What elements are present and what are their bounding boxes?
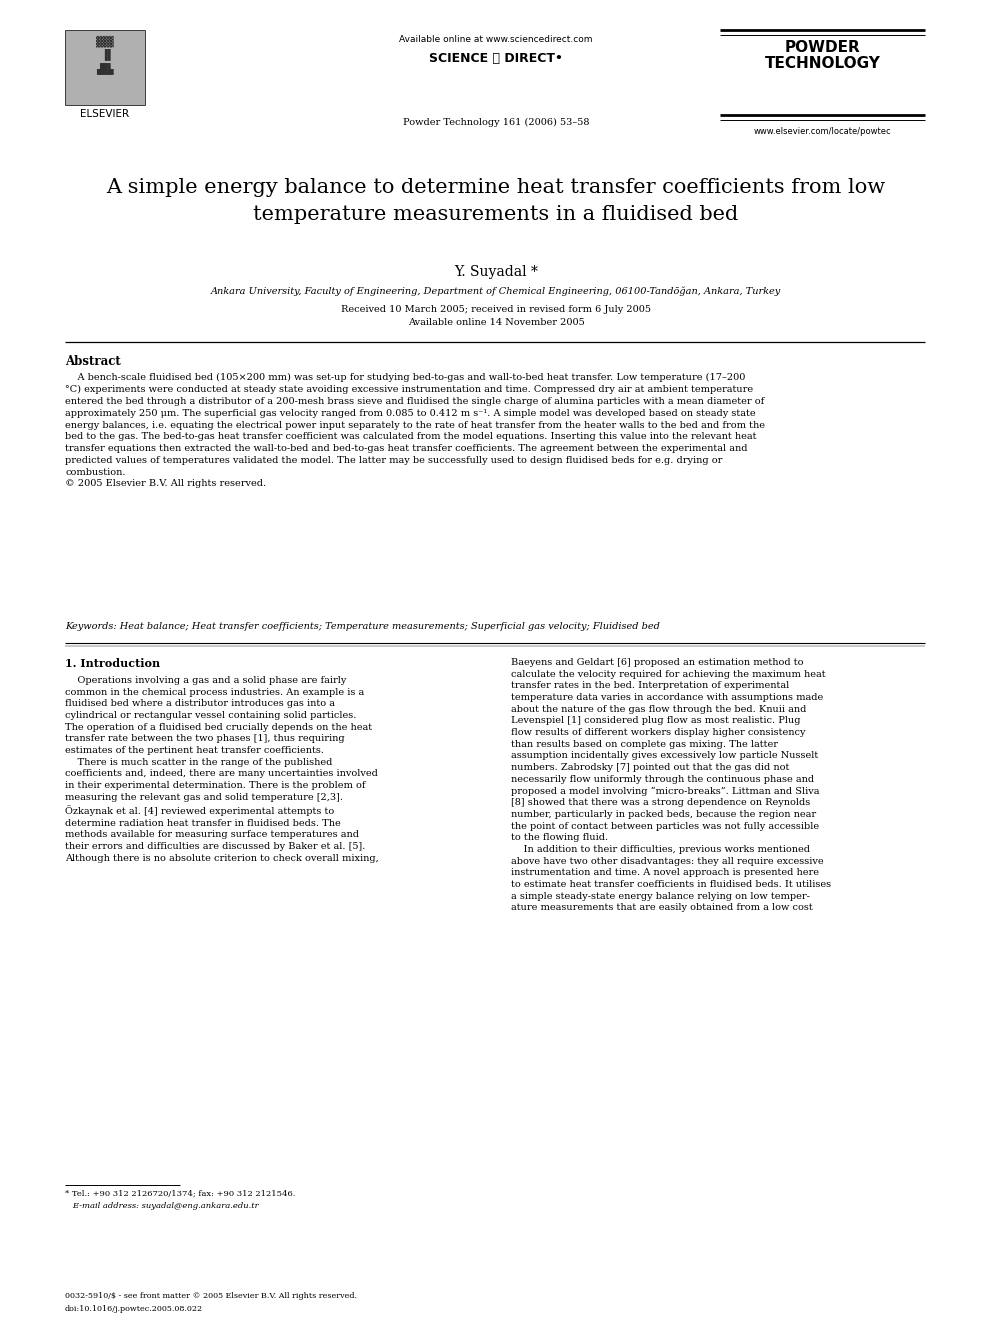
Text: SCIENCE ⓐ DIRECT•: SCIENCE ⓐ DIRECT• bbox=[430, 52, 562, 65]
Text: * Tel.: +90 312 2126720/1374; fax: +90 312 2121546.: * Tel.: +90 312 2126720/1374; fax: +90 3… bbox=[65, 1189, 296, 1199]
Text: TECHNOLOGY: TECHNOLOGY bbox=[765, 56, 881, 71]
Text: ▓▓▓
 ▐▌
▟█▙: ▓▓▓ ▐▌ ▟█▙ bbox=[96, 34, 114, 74]
Text: Received 10 March 2005; received in revised form 6 July 2005: Received 10 March 2005; received in revi… bbox=[341, 306, 651, 314]
Text: Available online 14 November 2005: Available online 14 November 2005 bbox=[408, 318, 584, 327]
Text: A bench-scale fluidised bed (105×200 mm) was set-up for studying bed-to-gas and : A bench-scale fluidised bed (105×200 mm)… bbox=[65, 373, 765, 488]
Text: www.elsevier.com/locate/powtec: www.elsevier.com/locate/powtec bbox=[754, 127, 892, 136]
Text: Available online at www.sciencedirect.com: Available online at www.sciencedirect.co… bbox=[399, 34, 593, 44]
Text: Ankara University, Faculty of Engineering, Department of Chemical Engineering, 0: Ankara University, Faculty of Engineerin… bbox=[211, 287, 781, 296]
Text: A simple energy balance to determine heat transfer coefficients from low
tempera: A simple energy balance to determine hea… bbox=[106, 179, 886, 224]
Bar bbox=[65, 30, 145, 105]
Text: Keywords: Heat balance; Heat transfer coefficients; Temperature measurements; Su: Keywords: Heat balance; Heat transfer co… bbox=[65, 622, 660, 631]
Text: 0032-5910/$ - see front matter © 2005 Elsevier B.V. All rights reserved.: 0032-5910/$ - see front matter © 2005 El… bbox=[65, 1293, 357, 1301]
Text: E-mail address: suyadal@eng.ankara.edu.tr: E-mail address: suyadal@eng.ankara.edu.t… bbox=[65, 1203, 259, 1211]
Text: Powder Technology 161 (2006) 53–58: Powder Technology 161 (2006) 53–58 bbox=[403, 118, 589, 127]
Text: 1. Introduction: 1. Introduction bbox=[65, 658, 160, 669]
Text: Y. Suyadal *: Y. Suyadal * bbox=[454, 265, 538, 279]
Text: Abstract: Abstract bbox=[65, 355, 121, 368]
Text: Baeyens and Geldart [6] proposed an estimation method to
calculate the velocity : Baeyens and Geldart [6] proposed an esti… bbox=[511, 658, 831, 913]
Text: Operations involving a gas and a solid phase are fairly
common in the chemical p: Operations involving a gas and a solid p… bbox=[65, 676, 379, 863]
Text: ELSEVIER: ELSEVIER bbox=[80, 108, 130, 119]
Text: doi:10.1016/j.powtec.2005.08.022: doi:10.1016/j.powtec.2005.08.022 bbox=[65, 1304, 203, 1312]
Text: POWDER: POWDER bbox=[785, 40, 860, 56]
